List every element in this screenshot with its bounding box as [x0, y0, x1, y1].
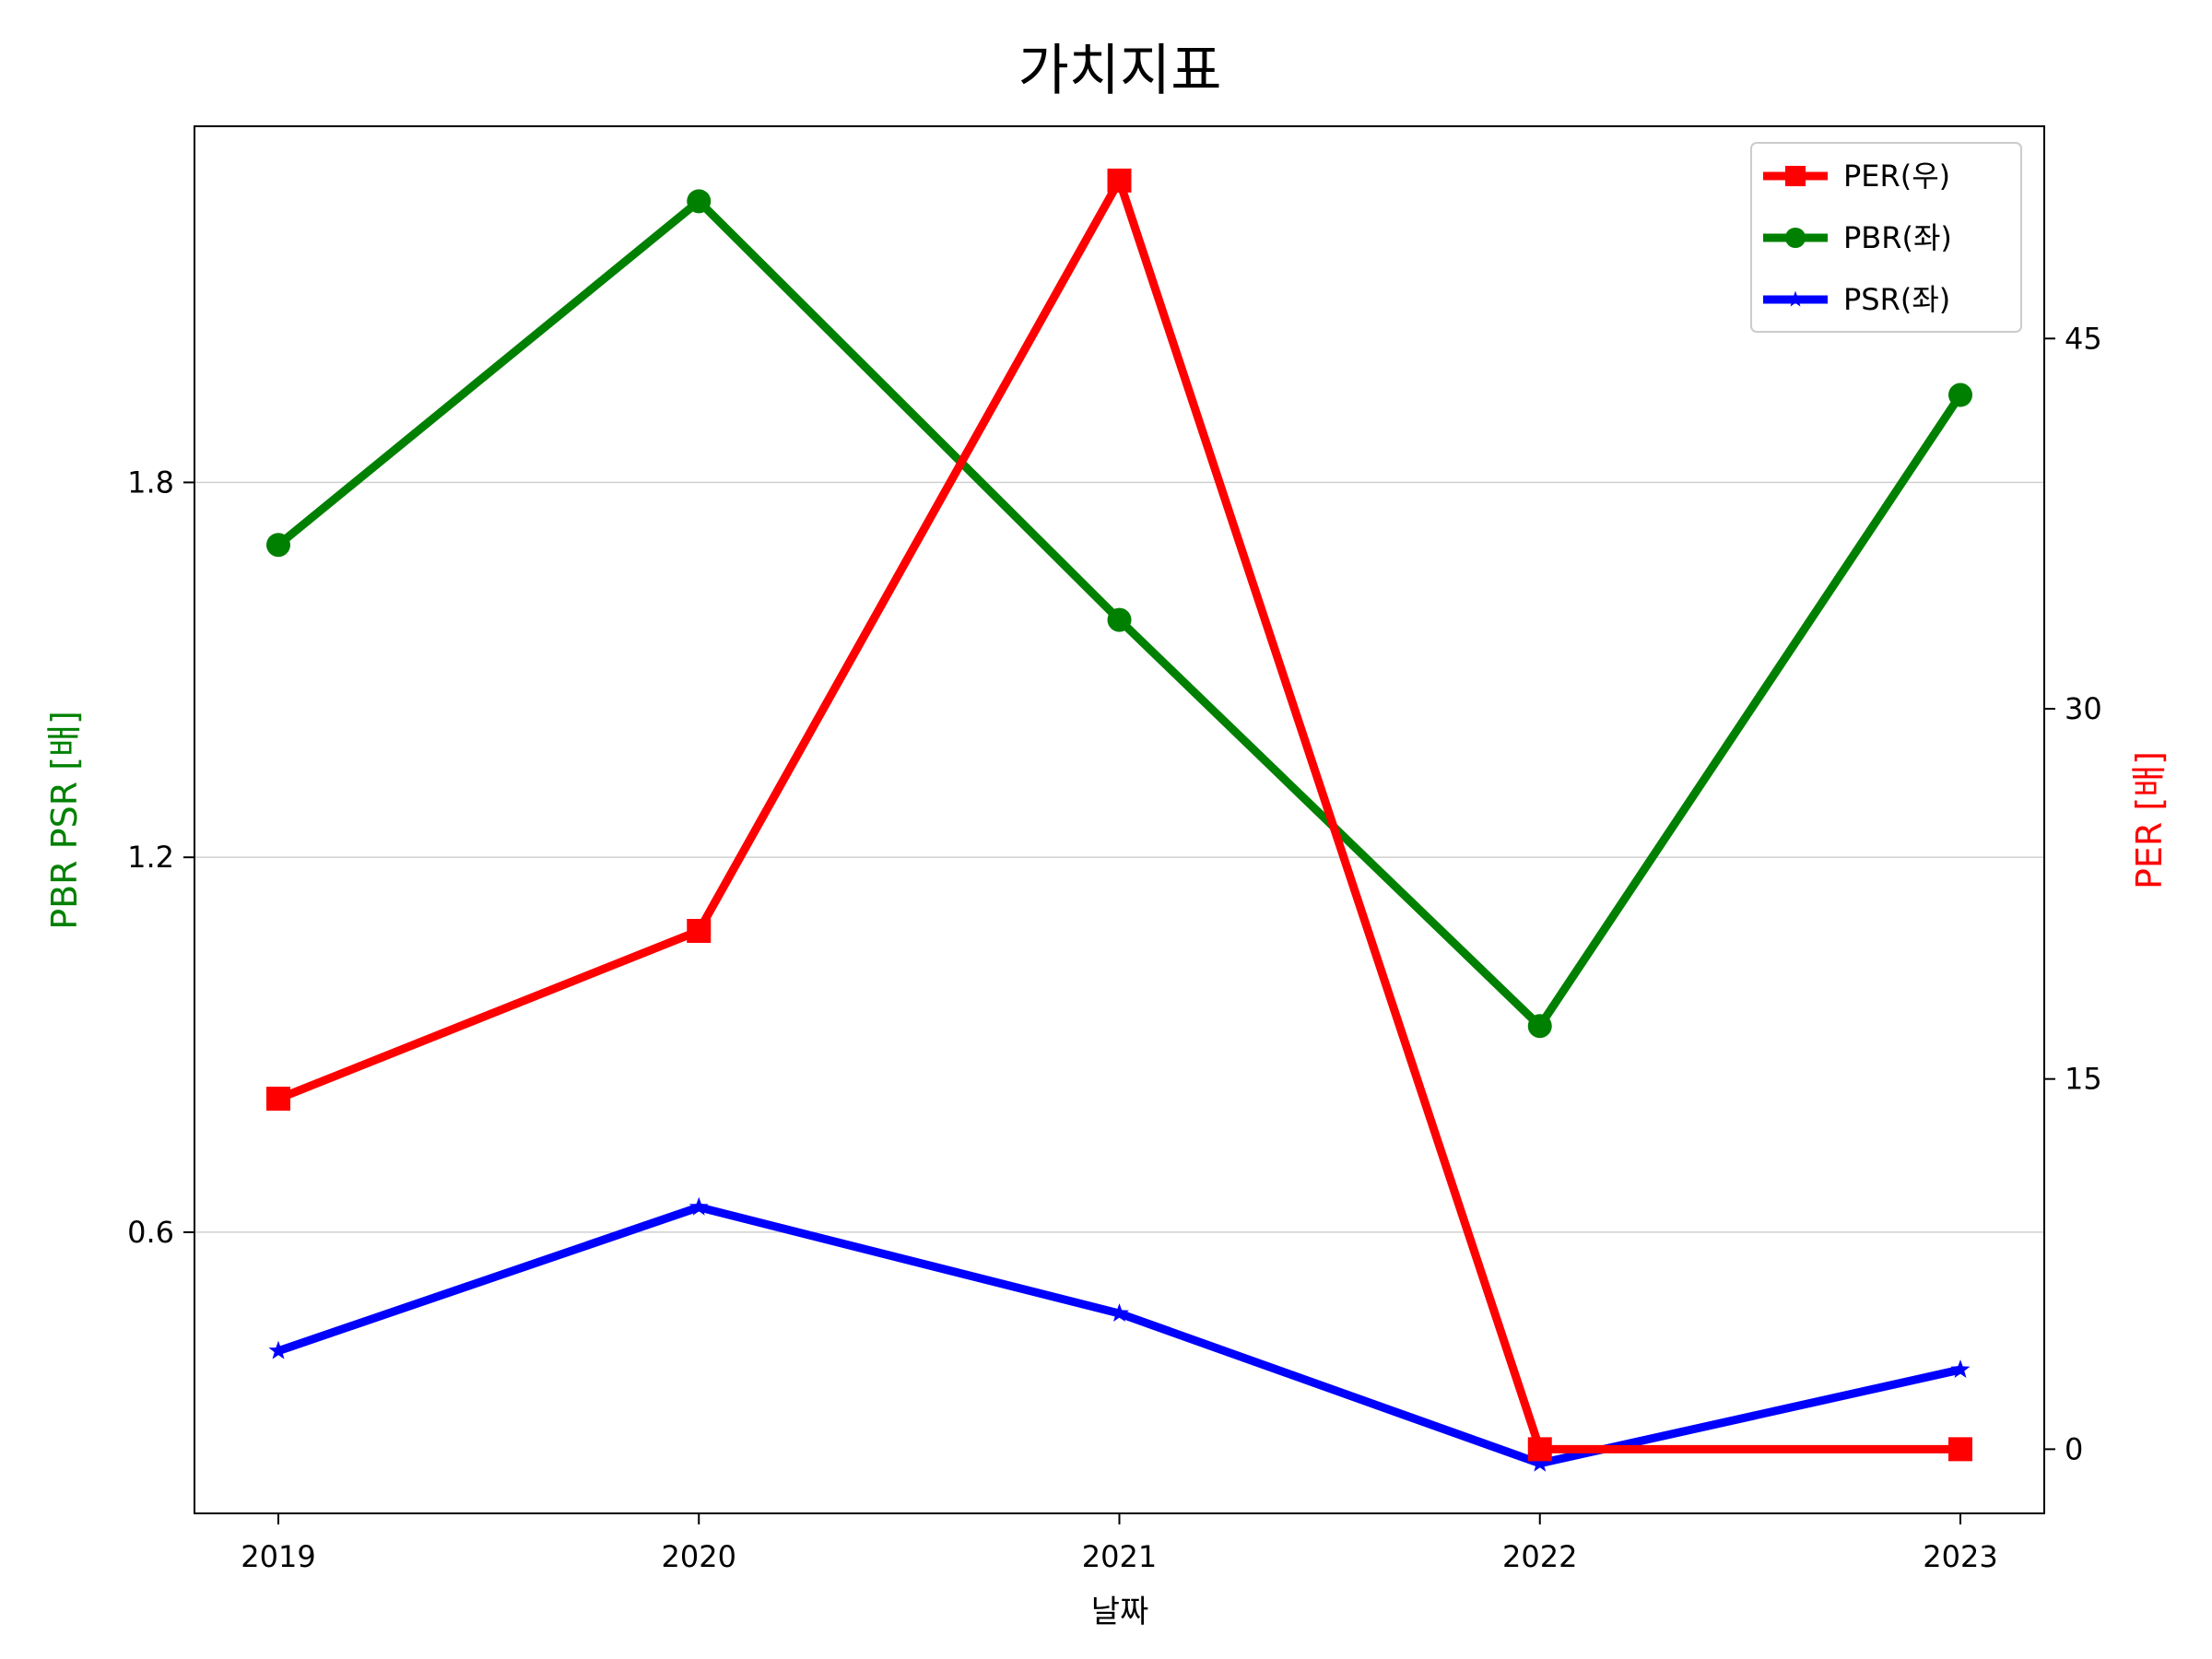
- data-point: [1948, 1437, 1972, 1462]
- chart-title: 가치지표: [1018, 39, 1222, 103]
- x-tick-label: 2023: [1923, 1539, 1997, 1574]
- left-axis-ticks: 0.6 1.2 1.8: [127, 465, 194, 1250]
- data-point: [688, 1196, 709, 1216]
- data-point: [1950, 1359, 1971, 1378]
- right-tick-label: 45: [2065, 321, 2102, 356]
- grid-lines: [194, 481, 2044, 1233]
- x-tick-label: 2019: [241, 1539, 315, 1574]
- series-layer: [266, 168, 1972, 1472]
- legend-entries: PER(우) PBR(좌) PSR(좌): [1763, 159, 1952, 317]
- legend-swatch-marker: [1787, 290, 1804, 307]
- series-square: [266, 168, 1972, 1462]
- data-point: [1110, 1303, 1129, 1322]
- series-circle: [266, 189, 1972, 1039]
- x-tick-label: 2022: [1502, 1539, 1577, 1574]
- data-point: [1948, 382, 1972, 407]
- data-point: [266, 1087, 290, 1112]
- data-point: [1107, 168, 1132, 193]
- left-tick-label: 0.6: [127, 1215, 174, 1250]
- legend-label: PER(우): [1843, 159, 1950, 194]
- right-axis-ticks: 0 15 30 45: [2044, 321, 2102, 1466]
- right-tick-label: 15: [2065, 1062, 2102, 1097]
- data-point: [687, 189, 712, 214]
- x-axis-ticks: 2019 2020 2021 2022 2023: [241, 1513, 1998, 1574]
- left-tick-label: 1.2: [127, 840, 174, 875]
- right-axis-title: PER [배]: [2129, 751, 2170, 889]
- data-point: [1527, 1437, 1552, 1462]
- right-tick-label: 0: [2065, 1431, 2083, 1466]
- legend-label: PBR(좌): [1843, 220, 1952, 255]
- x-axis-title: 날짜: [1091, 1594, 1149, 1630]
- left-axis-title: PBR PSR [배]: [44, 711, 85, 930]
- x-tick-label: 2020: [662, 1539, 736, 1574]
- legend-entry: PER(우): [1763, 159, 1950, 194]
- series-line: [276, 176, 1960, 1453]
- legend-entry: PBR(좌): [1763, 220, 1952, 255]
- data-point: [1530, 1453, 1550, 1472]
- data-point: [1107, 607, 1132, 632]
- legend-label: PSR(좌): [1843, 282, 1950, 317]
- right-tick-label: 30: [2065, 691, 2102, 726]
- series-star: [268, 1196, 1971, 1472]
- data-point: [1527, 1014, 1552, 1039]
- x-tick-label: 2021: [1082, 1539, 1157, 1574]
- series-line: [276, 1203, 1961, 1468]
- legend-entry: PSR(좌): [1763, 282, 1950, 317]
- legend: PER(우) PBR(좌) PSR(좌): [1750, 142, 2022, 333]
- data-point: [687, 919, 712, 944]
- data-point: [268, 1340, 288, 1359]
- legend-swatch-marker: [1784, 165, 1806, 187]
- data-point: [266, 533, 290, 558]
- legend-swatch-marker: [1784, 227, 1806, 249]
- left-tick-label: 1.8: [127, 465, 174, 500]
- legend-box: [1750, 142, 2022, 333]
